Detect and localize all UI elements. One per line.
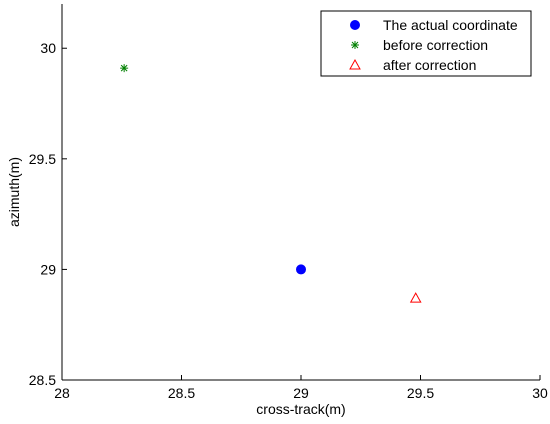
legend-entry-label: after correction	[383, 57, 476, 73]
y-axis-label: azimuth(m)	[6, 157, 22, 227]
data-point	[409, 292, 422, 303]
legend-entry-label: before correction	[383, 37, 488, 53]
legend-marker	[350, 20, 360, 30]
data-points	[120, 64, 422, 303]
x-tick-label: 29	[293, 385, 309, 401]
x-axis-ticks: 28 28.5 29 29.5 30	[54, 375, 548, 401]
data-point	[296, 264, 306, 275]
x-tick-label: 28.5	[168, 385, 195, 401]
legend-marker	[349, 58, 361, 70]
data-point	[120, 64, 129, 73]
legend-marker	[351, 41, 359, 49]
y-tick-label: 28.5	[29, 372, 56, 388]
x-tick-label: 30	[532, 385, 548, 401]
legend-entry-label: The actual coordinate	[383, 17, 518, 33]
y-tick-label: 29	[40, 261, 56, 277]
y-tick-label: 30	[40, 40, 56, 56]
x-axis-label: cross-track(m)	[256, 401, 345, 417]
y-tick-label: 29.5	[29, 151, 56, 167]
x-tick-label: 28	[54, 385, 70, 401]
legend: The actual coordinate before correction af…	[320, 10, 532, 77]
x-tick-label: 29.5	[407, 385, 434, 401]
y-axis-ticks: 28.5 29 29.5 30	[29, 40, 67, 388]
